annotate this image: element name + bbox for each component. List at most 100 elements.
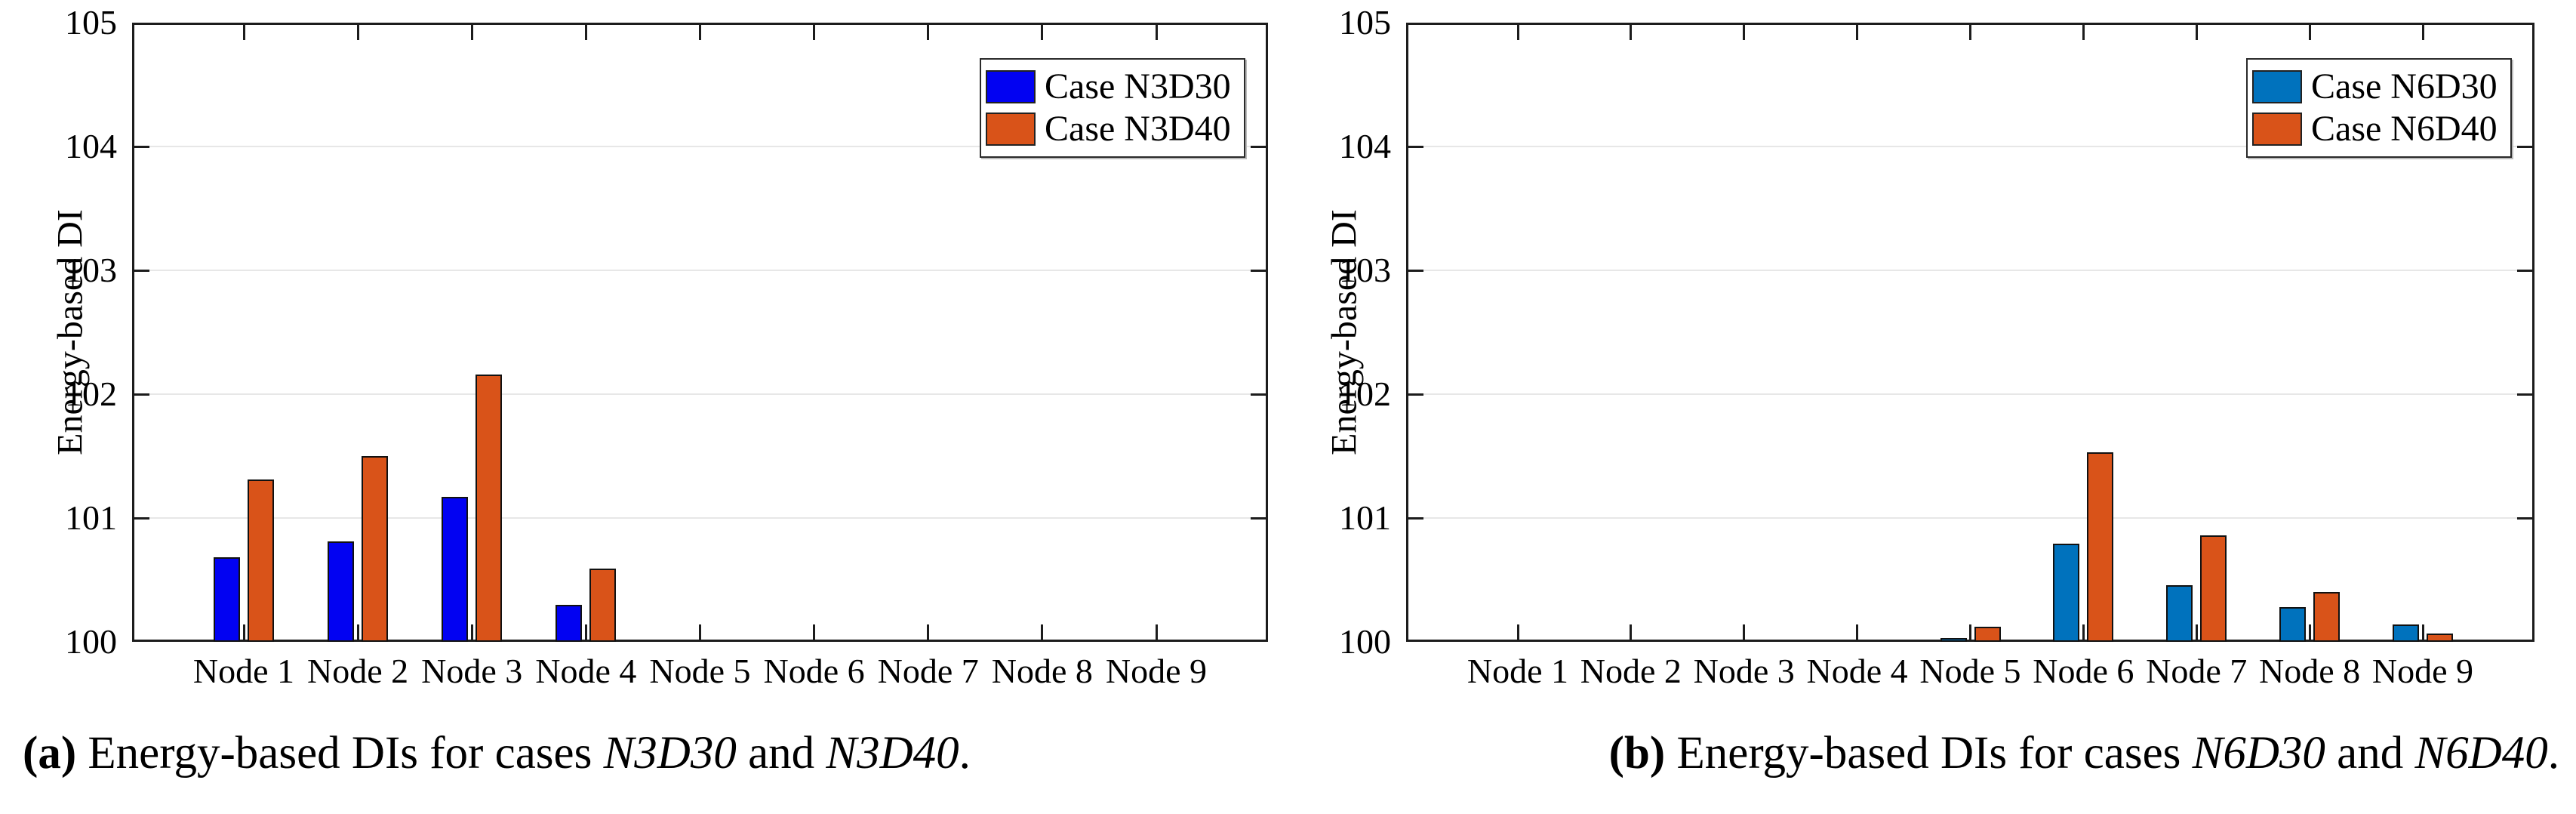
x-tick-top	[2082, 25, 2085, 40]
bar-case-n3d30-node-1	[214, 557, 240, 642]
bar-case-n3d30-node-2	[328, 541, 355, 642]
x-tick-label: Node 3	[1693, 652, 1795, 690]
x-tick-top	[1969, 25, 1971, 40]
plot-box	[132, 23, 1268, 642]
x-tick-top	[927, 25, 930, 40]
legend-swatch	[2252, 113, 2302, 146]
x-tick-bottom	[2195, 624, 2198, 640]
y-tick-left	[134, 516, 149, 520]
x-tick-bottom	[242, 624, 245, 640]
x-tick-label: Node 1	[1467, 652, 1569, 690]
caption-a: (a) Energy-based DIs for cases N3D30 and…	[23, 723, 971, 784]
x-tick-top	[1856, 25, 1859, 40]
bar-case-n6d40-node-9	[2427, 633, 2453, 642]
x-tick-label: Node 2	[1580, 652, 1682, 690]
x-tick-label: Node 3	[421, 652, 523, 690]
bar-case-n3d40-node-2	[362, 456, 389, 642]
grid-line	[134, 393, 1266, 395]
caption-b: (b) Energy-based DIs for cases N6D30 and…	[1609, 723, 2559, 784]
x-tick-top	[699, 25, 701, 40]
grid-line	[134, 146, 1266, 147]
x-tick-bottom	[1856, 624, 1859, 640]
y-tick-label: 102	[1339, 375, 1391, 413]
y-tick-left	[1408, 269, 1423, 272]
y-tick-label: 104	[65, 127, 117, 165]
y-tick-right	[1251, 145, 1266, 148]
x-tick-top	[242, 25, 245, 40]
legend: Case N3D30 Case N3D40	[980, 58, 1245, 158]
y-tick-right	[1251, 516, 1266, 520]
y-tick-left	[1408, 516, 1423, 520]
x-tick-label: Node 4	[535, 652, 637, 690]
x-tick-bottom	[1743, 624, 1746, 640]
x-tick-top	[1743, 25, 1746, 40]
x-tick-bottom	[1041, 624, 1044, 640]
x-tick-bottom	[2421, 624, 2424, 640]
caption-b-period: .	[2547, 728, 2559, 779]
x-tick-bottom	[1155, 624, 1158, 640]
x-tick-bottom	[927, 624, 930, 640]
y-tick-right	[2517, 393, 2532, 396]
bar-case-n3d40-node-1	[248, 479, 274, 642]
bar-case-n3d30-node-3	[442, 497, 469, 642]
y-tick-right	[2517, 269, 2532, 272]
y-tick-left	[134, 393, 149, 396]
y-tick-label: 104	[1339, 127, 1391, 165]
y-tick-label: 103	[65, 251, 117, 289]
legend-item: Case N3D40	[986, 108, 1239, 150]
x-tick-bottom	[2308, 624, 2311, 640]
x-tick-top	[1155, 25, 1158, 40]
x-tick-top	[584, 25, 587, 40]
y-tick-right	[1251, 393, 1266, 396]
y-tick-label: 100	[65, 622, 117, 661]
subplot-a: 100 101 102 103 104 105 Node 1 Node 2 Node 3 Node…	[0, 0, 1288, 725]
x-tick-top	[470, 25, 473, 40]
x-tick-top	[813, 25, 816, 40]
bar-case-n3d40-node-4	[589, 569, 617, 642]
y-tick-label: 103	[1339, 251, 1391, 289]
y-axis-label: Energy-based DI	[50, 209, 91, 455]
x-tick-label: Node 7	[877, 652, 979, 690]
x-tick-bottom	[1516, 624, 1519, 640]
x-tick-top	[1516, 25, 1519, 40]
caption-a-case2: N3D40	[826, 728, 959, 779]
x-tick-label: Node 6	[2033, 652, 2134, 690]
x-tick-bottom	[699, 624, 701, 640]
legend-swatch	[986, 113, 1036, 146]
bar-case-n6d40-node-5	[1974, 627, 2001, 642]
legend-swatch	[2252, 70, 2302, 103]
plot-box	[1406, 23, 2534, 642]
x-tick-top	[356, 25, 359, 40]
y-tick-label: 101	[65, 498, 117, 537]
bar-case-n6d30-node-9	[2393, 624, 2419, 642]
x-tick-label: Node 9	[2371, 652, 2474, 690]
legend-swatch	[986, 70, 1036, 103]
x-tick-top	[1630, 25, 1633, 40]
bar-case-n6d30-node-8	[2279, 607, 2307, 642]
figure-caption: (a) Energy-based DIs for cases N3D30 and…	[0, 723, 2576, 784]
caption-b-case1: N6D30	[2192, 728, 2325, 779]
y-axis-label: Energy-based DI	[1324, 209, 1365, 455]
x-tick-top	[2195, 25, 2198, 40]
x-tick-label: Node 5	[1919, 652, 2021, 690]
x-tick-bottom	[584, 624, 587, 640]
y-tick-label: 105	[1339, 3, 1391, 42]
caption-b-text: Energy-based DIs for cases	[1665, 728, 2193, 779]
x-tick-label: Node 4	[1806, 652, 1908, 690]
bar-case-n6d40-node-8	[2313, 592, 2341, 642]
grid-line	[1408, 393, 2532, 395]
legend-label: Case N6D40	[2311, 109, 2498, 149]
y-tick-right	[1251, 269, 1266, 272]
caption-b-case2: N6D40	[2414, 728, 2548, 779]
y-tick-label: 100	[1339, 622, 1391, 661]
bar-case-n3d30-node-4	[556, 604, 583, 642]
x-tick-bottom	[356, 624, 359, 640]
caption-a-period: .	[959, 728, 971, 779]
caption-b-label: (b)	[1608, 728, 1666, 779]
bar-case-n6d40-node-7	[2200, 535, 2227, 642]
legend-label: Case N3D40	[1045, 109, 1231, 149]
legend: Case N6D30 Case N6D40	[2246, 58, 2512, 158]
bar-case-n6d30-node-5	[1940, 638, 1967, 642]
bar-case-n6d40-node-6	[2087, 452, 2114, 642]
bar-case-n6d30-node-7	[2166, 584, 2193, 642]
